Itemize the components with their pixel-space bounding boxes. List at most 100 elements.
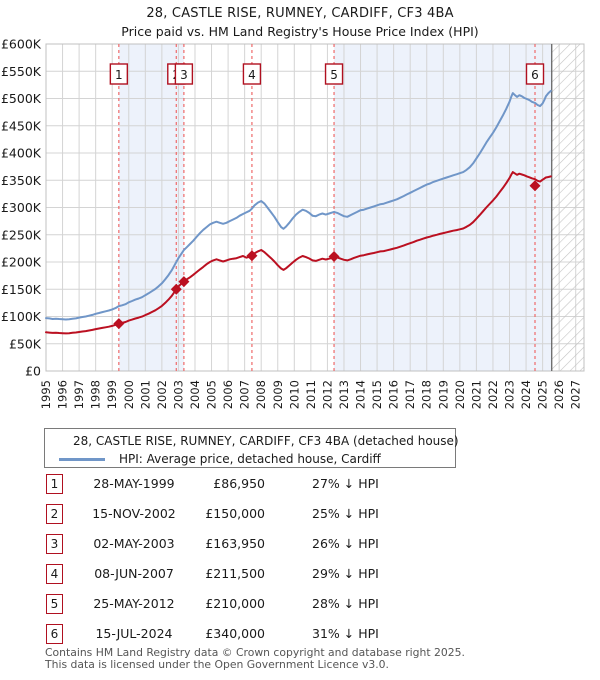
x-tick-label: 2027 xyxy=(569,380,583,409)
price_paid_estimate-line xyxy=(45,171,552,335)
x-tick-label: 2013 xyxy=(337,380,351,409)
transaction-number-box: 6 xyxy=(46,624,63,644)
y-tick-label: £200K xyxy=(1,255,42,270)
transaction-hpi-delta: 26% ↓ HPI xyxy=(312,536,379,551)
y-tick-label: £0 xyxy=(25,364,41,379)
transaction-hpi-delta: 29% ↓ HPI xyxy=(312,566,379,581)
x-tick-label: 1996 xyxy=(56,380,70,409)
x-tick-label: 2026 xyxy=(552,380,566,409)
x-tick-label: 2021 xyxy=(469,380,483,409)
transaction-row-5: 5 25-MAY-2012 £210,000 28% ↓ HPI xyxy=(0,594,600,624)
x-tick-label: 2003 xyxy=(171,380,185,409)
x-tick-label: 2000 xyxy=(122,380,136,409)
sale-number-label: 1 xyxy=(115,68,123,82)
transaction-hpi-delta: 31% ↓ HPI xyxy=(312,626,379,641)
page-subtitle: Price paid vs. HM Land Registry's House … xyxy=(121,24,479,39)
legend-entry-price-paid: 28, CASTLE RISE, RUMNEY, CARDIFF, CF3 4B… xyxy=(45,432,459,450)
page-title: 28, CASTLE RISE, RUMNEY, CARDIFF, CF3 4B… xyxy=(146,6,454,21)
x-tick-label: 2001 xyxy=(138,380,152,409)
chart-legend: 28, CASTLE RISE, RUMNEY, CARDIFF, CF3 4B… xyxy=(44,428,459,468)
sale-marker-diamond xyxy=(113,318,125,330)
future-hatch-region xyxy=(551,44,584,371)
transaction-hpi-delta: 28% ↓ HPI xyxy=(312,596,379,611)
x-tick-label: 1997 xyxy=(72,380,86,409)
x-tick-label: 2017 xyxy=(403,380,417,409)
sale-number-box xyxy=(324,63,344,85)
transaction-number-box: 5 xyxy=(46,594,63,614)
transaction-price: £210,000 xyxy=(205,596,265,611)
footer-line-1: Contains HM Land Registry data © Crown c… xyxy=(45,646,465,659)
transaction-date: 15-NOV-2002 xyxy=(92,506,176,521)
x-tick-label: 2014 xyxy=(354,380,368,409)
y-tick-label: £50K xyxy=(9,336,42,351)
sale-marker-diamond xyxy=(178,276,190,288)
x-tick-label: 2025 xyxy=(536,380,550,409)
sale-marker-diamond xyxy=(170,283,182,295)
transaction-row-4: 4 08-JUN-2007 £211,500 29% ↓ HPI xyxy=(0,564,600,594)
y-tick-label: £350K xyxy=(1,173,42,188)
transaction-date: 25-MAY-2012 xyxy=(93,596,175,611)
transaction-price: £340,000 xyxy=(205,626,265,641)
transaction-date: 02-MAY-2003 xyxy=(93,536,175,551)
footer-line-2: This data is licensed under the Open Gov… xyxy=(45,658,389,671)
x-tick-label: 2005 xyxy=(205,380,219,409)
x-tick-label: 2011 xyxy=(304,380,318,409)
transaction-row-6: 6 15-JUL-2024 £340,000 31% ↓ HPI xyxy=(0,624,600,654)
x-tick-label: 2016 xyxy=(387,380,401,409)
x-tick-label: 2004 xyxy=(188,380,202,409)
y-tick-label: £400K xyxy=(1,146,42,161)
sale-number-box xyxy=(174,63,194,85)
price-history-chart: 123456£0£50K£100K£150K£200K£250K£300K£35… xyxy=(1,37,585,409)
transaction-number-box: 2 xyxy=(46,504,63,524)
sale-number-box xyxy=(525,63,545,85)
y-tick-label: £100K xyxy=(1,309,42,324)
sale-marker-diamond xyxy=(246,250,258,262)
x-tick-label: 2023 xyxy=(503,380,517,409)
sale-number-label: 4 xyxy=(248,68,256,82)
y-tick-label: £500K xyxy=(1,91,42,106)
transaction-date: 15-JUL-2024 xyxy=(95,626,173,641)
transaction-row-2: 2 15-NOV-2002 £150,000 25% ↓ HPI xyxy=(0,504,600,534)
hpi-line-swatch xyxy=(59,457,105,461)
x-tick-label: 2007 xyxy=(238,380,252,409)
legend-label-hpi: HPI: Average price, detached house, Card… xyxy=(119,452,381,466)
x-tick-label: 2002 xyxy=(155,380,169,409)
legend-entry-hpi: HPI: Average price, detached house, Card… xyxy=(45,450,455,468)
transaction-number-box: 1 xyxy=(46,474,63,494)
x-tick-label: 2008 xyxy=(254,380,268,409)
transaction-price: £150,000 xyxy=(205,506,265,521)
x-tick-label: 2019 xyxy=(436,380,450,409)
transaction-hpi-delta: 27% ↓ HPI xyxy=(312,476,379,491)
sale-number-label: 3 xyxy=(180,68,188,82)
x-tick-label: 2022 xyxy=(486,380,500,409)
x-tick-label: 1998 xyxy=(89,380,103,409)
sale-number-box xyxy=(242,63,262,85)
y-tick-label: £450K xyxy=(1,118,42,133)
license-footer: Contains HM Land Registry data © Crown c… xyxy=(45,647,585,671)
y-tick-label: £300K xyxy=(1,200,42,215)
sale-number-label: 5 xyxy=(330,68,338,82)
y-tick-label: £550K xyxy=(1,64,42,79)
transaction-price: £86,950 xyxy=(213,476,265,491)
x-tick-label: 2020 xyxy=(453,380,467,409)
x-tick-label: 2009 xyxy=(271,380,285,409)
x-tick-label: 2018 xyxy=(420,380,434,409)
x-tick-label: 1999 xyxy=(105,380,119,409)
x-tick-label: 2006 xyxy=(221,380,235,409)
x-tick-label: 2010 xyxy=(287,380,301,409)
y-tick-label: £250K xyxy=(1,227,42,242)
sale-marker-diamond xyxy=(529,180,541,192)
transaction-date: 08-JUN-2007 xyxy=(94,566,174,581)
legend-label-price-paid: 28, CASTLE RISE, RUMNEY, CARDIFF, CF3 4B… xyxy=(73,434,459,448)
transaction-price: £211,500 xyxy=(205,566,265,581)
sale-number-label: 6 xyxy=(531,68,539,82)
y-tick-label: £600K xyxy=(1,37,42,52)
sale-number-box xyxy=(109,63,129,85)
sale-marker-diamond xyxy=(328,251,340,263)
transaction-number-box: 3 xyxy=(46,534,63,554)
x-tick-label: 2024 xyxy=(519,380,533,409)
transaction-row-1: 1 28-MAY-1999 £86,950 27% ↓ HPI xyxy=(0,474,600,504)
transaction-hpi-delta: 25% ↓ HPI xyxy=(312,506,379,521)
y-tick-label: £150K xyxy=(1,282,42,297)
x-tick-label: 1995 xyxy=(39,380,53,409)
